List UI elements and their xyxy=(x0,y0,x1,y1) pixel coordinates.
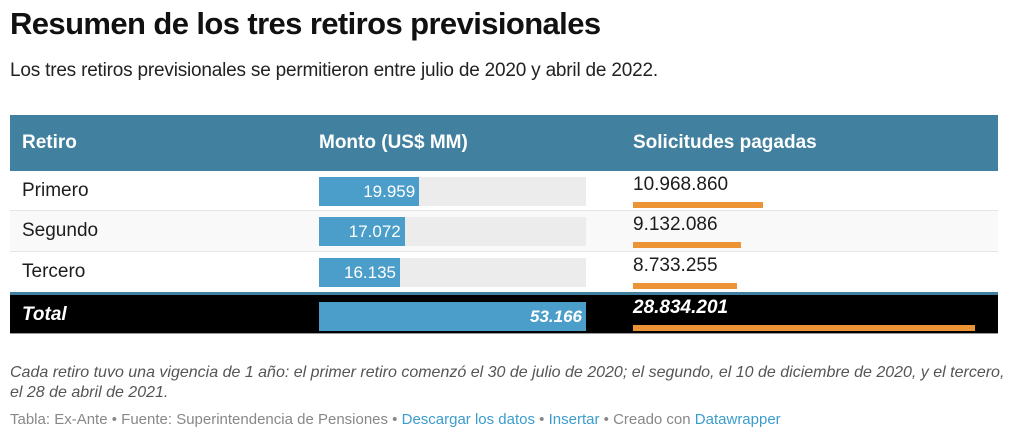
solicitudes-value: 9.132.086 xyxy=(633,214,718,235)
separator: • xyxy=(535,411,549,428)
monto-value: 19.959 xyxy=(363,182,416,201)
column-header-retiro[interactable]: Retiro xyxy=(22,132,77,153)
table-header: Retiro Monto (US$ MM) Solicitudes pagada… xyxy=(10,115,998,171)
monto-bar-track: 17.072 xyxy=(319,217,586,246)
retiro-name: Primero xyxy=(22,180,89,201)
separator: • xyxy=(388,411,402,428)
solicitudes-bar xyxy=(633,242,742,248)
byline: Tabla: Ex-Ante • Fuente: Superintendenci… xyxy=(10,411,781,428)
monto-value: 17.072 xyxy=(348,222,401,241)
total-monto-value: 53.166 xyxy=(530,307,582,326)
total-solicitudes-value: 28.834.201 xyxy=(633,297,729,318)
embed-link[interactable]: Insertar xyxy=(548,411,600,428)
datawrapper-link[interactable]: Datawrapper xyxy=(694,411,781,428)
solicitudes-bar xyxy=(633,283,737,289)
total-monto-bar: 53.166 xyxy=(319,302,586,331)
total-label: Total xyxy=(22,304,67,325)
total-row: Total 53.166 28.834.201 xyxy=(10,292,998,334)
column-header-monto[interactable]: Monto (US$ MM) xyxy=(319,132,468,153)
monto-value: 16.135 xyxy=(344,263,397,282)
monto-bar-track: 16.135 xyxy=(319,258,586,287)
monto-bar: 17.072 xyxy=(319,217,405,246)
table-row: Segundo 17.072 9.132.086 xyxy=(10,211,998,252)
separator: • xyxy=(599,411,614,428)
chart-title: Resumen de los tres retiros previsionale… xyxy=(10,6,601,41)
solicitudes-bar xyxy=(633,202,764,208)
source-text: Fuente: Superintendencia de Pensiones xyxy=(121,411,389,428)
table-row: Tercero 16.135 8.733.255 xyxy=(10,252,998,292)
chart-subtitle: Los tres retiros previsionales se permit… xyxy=(10,60,658,81)
monto-bar-track: 19.959 xyxy=(319,177,586,206)
monto-bar: 16.135 xyxy=(319,258,401,287)
column-header-solicitudes[interactable]: Solicitudes pagadas xyxy=(633,132,817,153)
retiro-name: Tercero xyxy=(22,261,86,282)
credit-text: Tabla: Ex-Ante xyxy=(10,411,108,428)
monto-bar: 19.959 xyxy=(319,177,420,206)
footnote: Cada retiro tuvo una vigencia de 1 año: … xyxy=(10,364,1005,401)
solicitudes-value: 8.733.255 xyxy=(633,255,718,276)
created-with-text: Creado con xyxy=(613,411,691,428)
solicitudes-value: 10.968.860 xyxy=(633,174,729,195)
download-data-link[interactable]: Descargar los datos xyxy=(401,411,536,428)
retiro-name: Segundo xyxy=(22,220,99,241)
total-solicitudes-bar xyxy=(633,325,975,331)
table-row: Primero 19.959 10.968.860 xyxy=(10,171,998,211)
separator: • xyxy=(107,411,122,428)
